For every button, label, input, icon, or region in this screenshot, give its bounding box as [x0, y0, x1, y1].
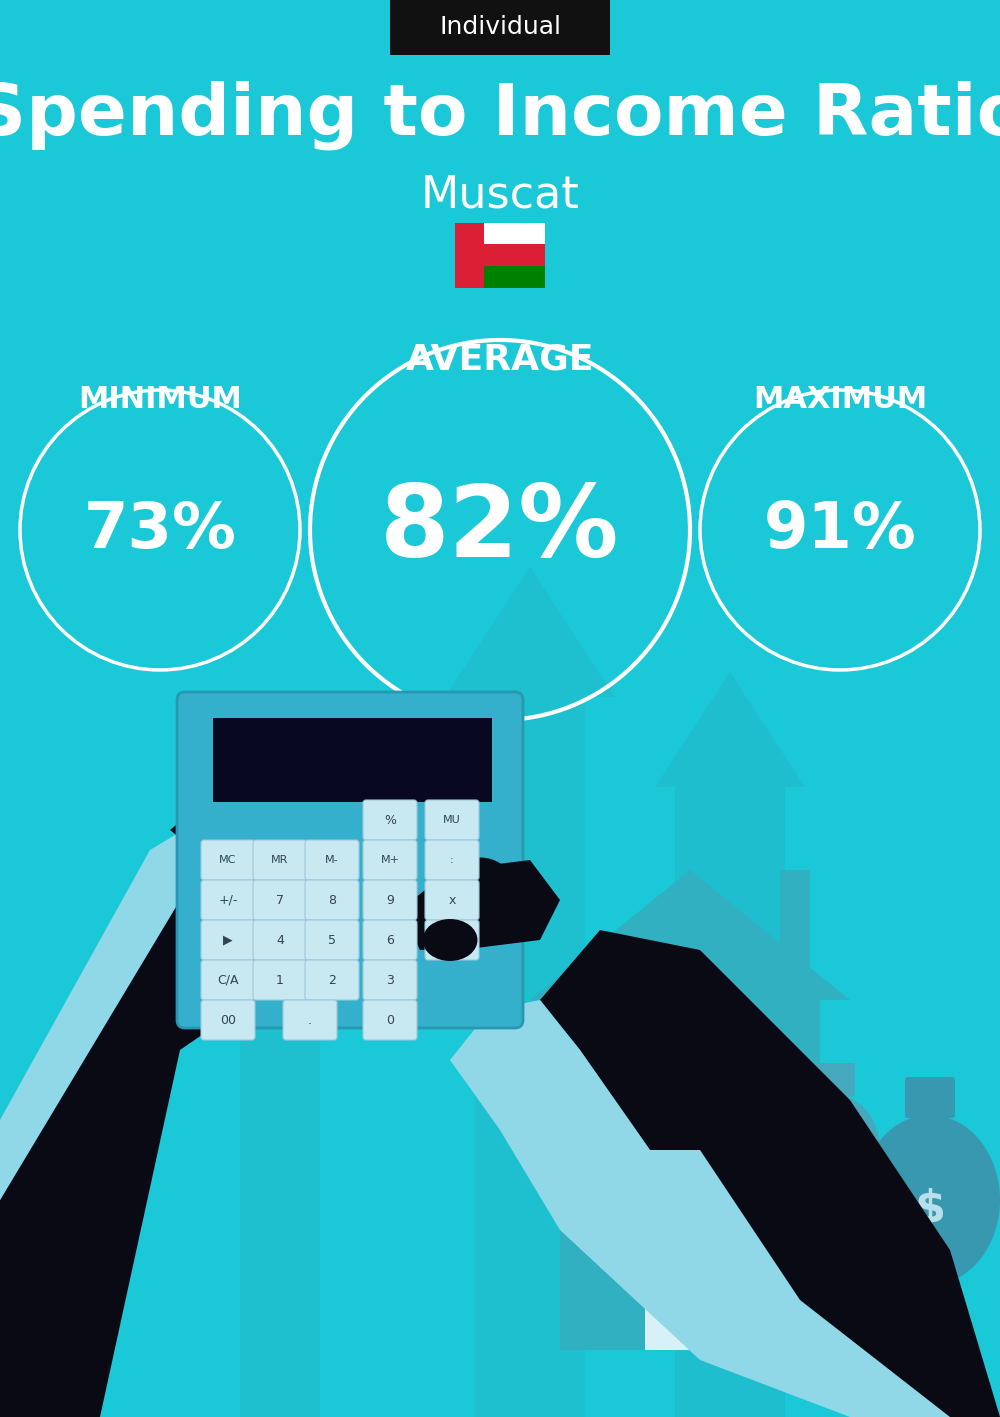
FancyBboxPatch shape	[177, 691, 523, 1027]
Polygon shape	[170, 779, 360, 880]
Polygon shape	[400, 860, 560, 949]
Text: 8: 8	[328, 894, 336, 907]
Text: 2: 2	[328, 973, 336, 986]
Text: 1: 1	[276, 973, 284, 986]
FancyBboxPatch shape	[484, 266, 545, 288]
Text: 9: 9	[386, 894, 394, 907]
FancyBboxPatch shape	[390, 0, 610, 55]
Text: 6: 6	[386, 934, 394, 947]
Polygon shape	[560, 1000, 820, 1350]
FancyBboxPatch shape	[820, 1304, 900, 1314]
FancyBboxPatch shape	[425, 880, 479, 920]
Polygon shape	[0, 820, 260, 1200]
FancyBboxPatch shape	[484, 222, 545, 244]
FancyBboxPatch shape	[283, 1000, 337, 1040]
FancyBboxPatch shape	[710, 1040, 770, 1100]
Polygon shape	[530, 870, 850, 1000]
FancyBboxPatch shape	[253, 880, 307, 920]
Polygon shape	[655, 672, 805, 786]
Polygon shape	[215, 767, 345, 867]
Text: MC: MC	[219, 854, 237, 864]
Polygon shape	[450, 1000, 1000, 1417]
Text: MU: MU	[443, 815, 461, 825]
Text: 91%: 91%	[764, 499, 916, 561]
Text: Muscat: Muscat	[421, 173, 579, 217]
FancyBboxPatch shape	[253, 840, 307, 880]
Text: Spending to Income Ratio: Spending to Income Ratio	[0, 81, 1000, 150]
FancyBboxPatch shape	[820, 1280, 900, 1289]
Text: +/-: +/-	[218, 894, 238, 907]
Text: MAXIMUM: MAXIMUM	[753, 385, 927, 415]
FancyBboxPatch shape	[305, 959, 359, 1000]
Polygon shape	[780, 870, 810, 981]
Text: 7: 7	[276, 894, 284, 907]
Text: ▶: ▶	[223, 934, 233, 947]
Polygon shape	[540, 930, 1000, 1417]
FancyBboxPatch shape	[363, 959, 417, 1000]
FancyBboxPatch shape	[815, 1063, 855, 1097]
FancyBboxPatch shape	[905, 1077, 955, 1118]
FancyBboxPatch shape	[645, 1200, 725, 1350]
FancyBboxPatch shape	[363, 920, 417, 959]
FancyBboxPatch shape	[820, 1255, 900, 1265]
FancyBboxPatch shape	[363, 1000, 417, 1040]
FancyBboxPatch shape	[363, 880, 417, 920]
Text: .: .	[308, 1013, 312, 1026]
FancyBboxPatch shape	[475, 697, 585, 1417]
FancyBboxPatch shape	[425, 801, 479, 840]
Polygon shape	[0, 850, 370, 1417]
Text: 00: 00	[220, 1013, 236, 1026]
FancyBboxPatch shape	[201, 880, 255, 920]
Text: Individual: Individual	[439, 16, 561, 40]
FancyBboxPatch shape	[253, 920, 307, 959]
Text: 82%: 82%	[380, 482, 620, 578]
Text: %: %	[384, 813, 396, 826]
Text: MINIMUM: MINIMUM	[78, 385, 242, 415]
FancyBboxPatch shape	[201, 959, 255, 1000]
FancyBboxPatch shape	[363, 801, 417, 840]
FancyBboxPatch shape	[240, 867, 320, 1417]
FancyBboxPatch shape	[425, 920, 479, 959]
Text: -: -	[450, 934, 454, 947]
Polygon shape	[445, 567, 615, 697]
Text: AVERAGE: AVERAGE	[406, 343, 594, 377]
Ellipse shape	[450, 857, 510, 903]
FancyBboxPatch shape	[201, 920, 255, 959]
Text: MR: MR	[271, 854, 289, 864]
Text: C/A: C/A	[217, 973, 239, 986]
Ellipse shape	[860, 1115, 1000, 1285]
Text: 3: 3	[386, 973, 394, 986]
FancyBboxPatch shape	[305, 920, 359, 959]
FancyBboxPatch shape	[363, 840, 417, 880]
Text: 4: 4	[276, 934, 284, 947]
Text: M+: M+	[380, 854, 400, 864]
FancyBboxPatch shape	[820, 1268, 900, 1278]
FancyBboxPatch shape	[201, 1000, 255, 1040]
FancyBboxPatch shape	[253, 959, 307, 1000]
Text: 0: 0	[386, 1013, 394, 1026]
FancyBboxPatch shape	[305, 880, 359, 920]
Text: $: $	[826, 1144, 844, 1168]
FancyBboxPatch shape	[820, 1316, 900, 1326]
FancyBboxPatch shape	[201, 840, 255, 880]
Ellipse shape	[422, 920, 478, 961]
FancyBboxPatch shape	[820, 1340, 900, 1350]
FancyBboxPatch shape	[820, 1328, 900, 1338]
FancyBboxPatch shape	[675, 786, 785, 1417]
Text: $: $	[914, 1189, 946, 1231]
FancyBboxPatch shape	[635, 1040, 695, 1100]
FancyBboxPatch shape	[213, 718, 492, 802]
Text: 73%: 73%	[84, 499, 236, 561]
Text: x: x	[448, 894, 456, 907]
Text: :: :	[450, 854, 454, 864]
Ellipse shape	[790, 1095, 880, 1204]
Text: M-: M-	[325, 854, 339, 864]
Text: 5: 5	[328, 934, 336, 947]
FancyBboxPatch shape	[820, 1292, 900, 1302]
FancyBboxPatch shape	[305, 840, 359, 880]
FancyBboxPatch shape	[425, 840, 479, 880]
FancyBboxPatch shape	[484, 244, 545, 266]
FancyBboxPatch shape	[455, 222, 484, 288]
